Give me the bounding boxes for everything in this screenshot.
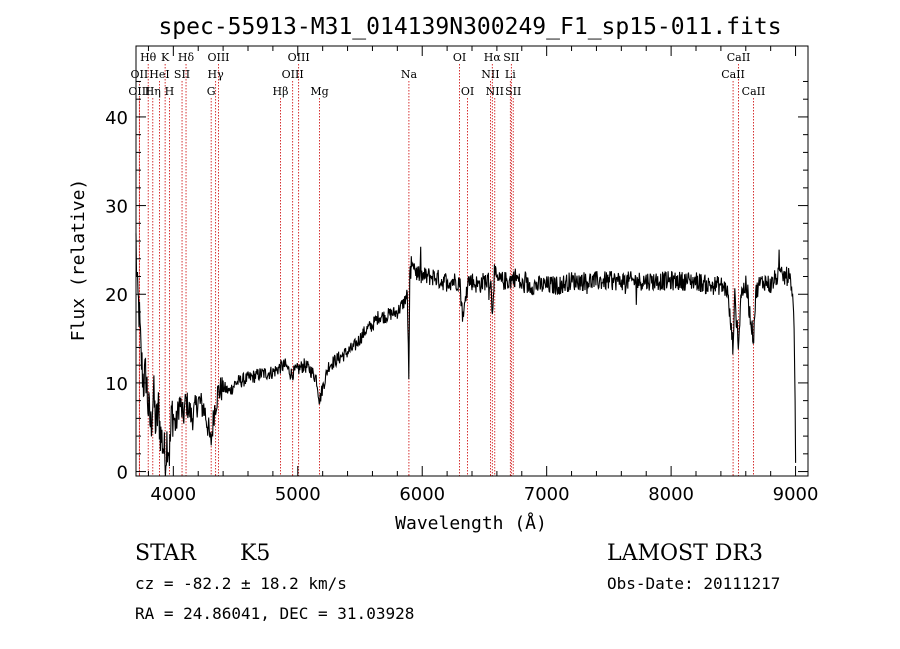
line-marker-label: SII — [505, 85, 521, 98]
object-class: STAR — [135, 541, 197, 566]
x-tick-label: 7000 — [524, 484, 570, 505]
line-marker-label: Hγ — [208, 68, 225, 81]
line-marker-label: OIII — [282, 68, 304, 81]
y-tick-label: 30 — [105, 197, 128, 218]
coordinates-text: RA = 24.86041, DEC = 31.03928 — [135, 604, 414, 623]
line-marker-label: OI — [453, 51, 466, 64]
object-subclass: K5 — [240, 541, 270, 566]
line-marker-label: OIII — [128, 85, 150, 98]
redshift-text: cz = -82.2 ± 18.2 km/s — [135, 574, 347, 593]
survey-name: LAMOST DR3 — [607, 541, 763, 566]
y-axis-label: Flux (relative) — [68, 179, 89, 342]
x-tick-label: 6000 — [399, 484, 445, 505]
line-marker-label: OI — [461, 85, 474, 98]
line-marker-label: HeI — [149, 68, 169, 81]
line-marker-label: Hδ — [178, 51, 195, 64]
x-tick-label: 5000 — [275, 484, 321, 505]
line-marker-label: SII — [503, 51, 519, 64]
y-tick-label: 40 — [105, 108, 128, 129]
x-tick-label: 9000 — [773, 484, 819, 505]
line-marker-label: OIII — [207, 51, 229, 64]
line-marker-label: H — [165, 85, 175, 98]
line-marker-label: SII — [174, 68, 190, 81]
line-marker-label: Hη — [145, 85, 161, 98]
line-marker-label: CaII — [727, 51, 751, 64]
line-marker-label: NII — [481, 68, 499, 81]
line-marker-label: OIII — [288, 51, 310, 64]
x-axis-label: Wavelength (Å) — [395, 512, 547, 534]
line-marker-label: CaII — [721, 68, 745, 81]
spectrum-line — [135, 233, 797, 477]
y-tick-label: 10 — [105, 374, 128, 395]
y-tick-label: 20 — [105, 285, 128, 306]
line-marker-label: Li — [505, 68, 516, 81]
x-axis-ticks: 4000 5000 6000 7000 8000 9000 — [147, 46, 819, 505]
line-marker-label: Hα — [484, 51, 502, 64]
line-marker-label: CaII — [742, 85, 766, 98]
y-axis-ticks: 0 10 20 30 40 — [105, 80, 808, 484]
line-marker-label: Na — [401, 68, 418, 81]
y-tick-label: 0 — [117, 463, 128, 484]
chart-title: spec-55913-M31_014139N300249_F1_sp15-011… — [158, 14, 781, 40]
line-marker-label: Mg — [310, 85, 328, 98]
line-marker-label: K — [161, 51, 170, 64]
line-marker-label: G — [207, 85, 216, 98]
line-marker-label: OII — [131, 68, 149, 81]
line-marker-label: NII — [486, 85, 504, 98]
line-marker-label: Hβ — [273, 85, 289, 98]
obs-date-text: Obs-Date: 20111217 — [607, 574, 780, 593]
line-marker-label: Hθ — [140, 51, 157, 64]
plot-frame — [135, 45, 809, 477]
x-tick-label: 8000 — [648, 484, 694, 505]
x-tick-label: 4000 — [150, 484, 196, 505]
